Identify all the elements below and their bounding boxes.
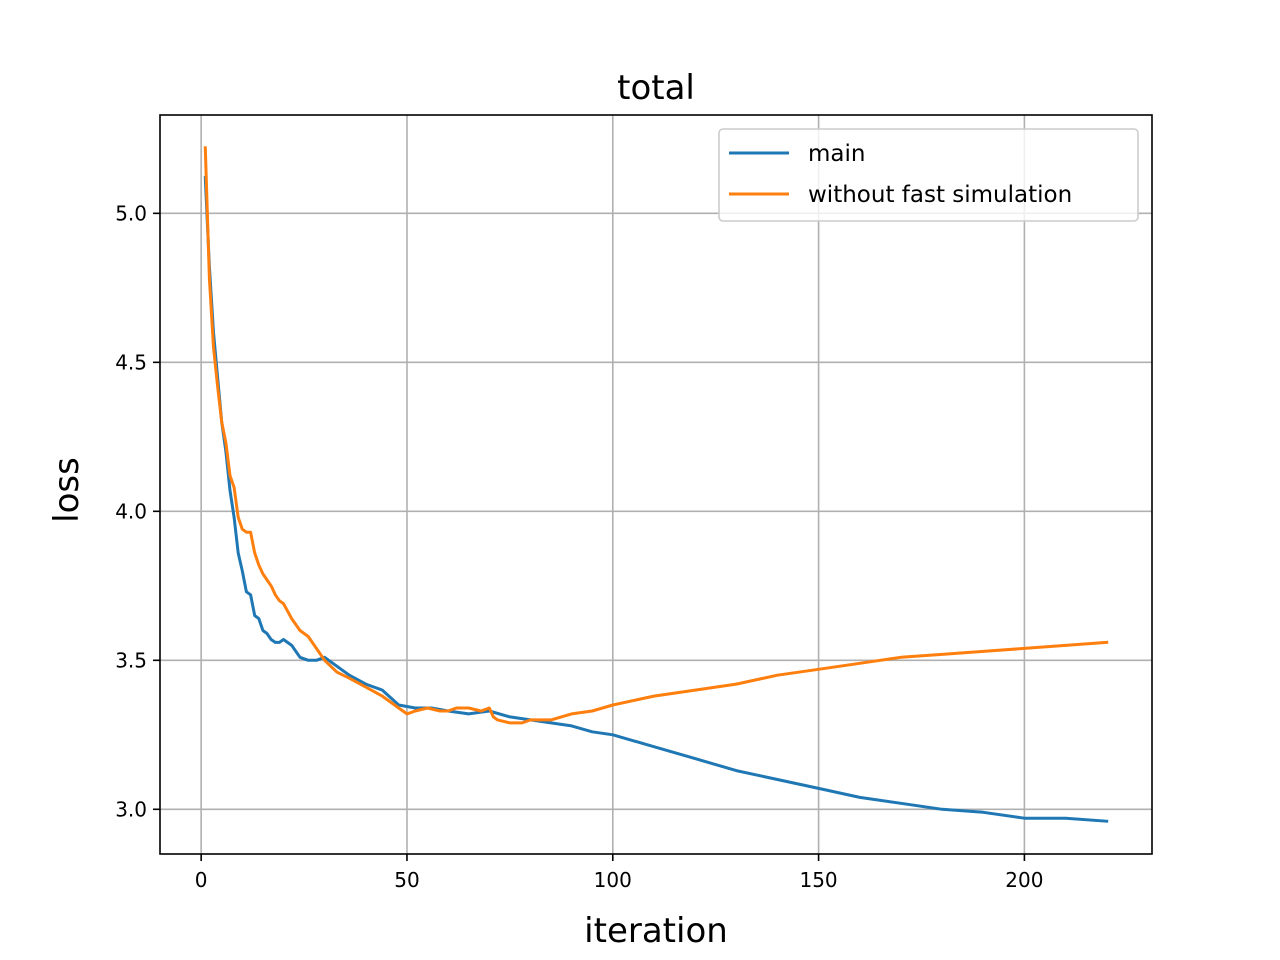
- series-line-0: [203, 176, 1109, 823]
- legend-label: main: [808, 141, 865, 167]
- x-axis-label: iteration: [584, 911, 728, 951]
- y-tick-label: 5.0: [115, 201, 147, 225]
- x-tick-label: 50: [394, 868, 419, 892]
- x-tick-label: 100: [594, 868, 632, 892]
- y-tick-label: 4.0: [115, 499, 147, 523]
- plot-frame: [159, 114, 1153, 855]
- y-tick-label: 3.0: [115, 797, 147, 821]
- legend-label: without fast simulation: [808, 182, 1072, 208]
- x-tick-label: 150: [799, 868, 837, 892]
- x-tick-label: 0: [195, 868, 208, 892]
- legend-box: [718, 128, 1139, 222]
- legend: main without fast simulation: [718, 128, 1139, 222]
- y-axis-label: loss: [47, 457, 87, 523]
- y-tick-label: 4.5: [115, 350, 147, 374]
- series-line-1: [203, 146, 1109, 725]
- y-tick-label: 3.5: [115, 648, 147, 672]
- x-tick-label: 200: [1005, 868, 1043, 892]
- chart-title: total: [617, 68, 695, 108]
- ticks: 0 50 100 150 200 3.0 3.5 4.0 4.5 5.0: [115, 201, 1043, 892]
- series-lines: [203, 146, 1109, 823]
